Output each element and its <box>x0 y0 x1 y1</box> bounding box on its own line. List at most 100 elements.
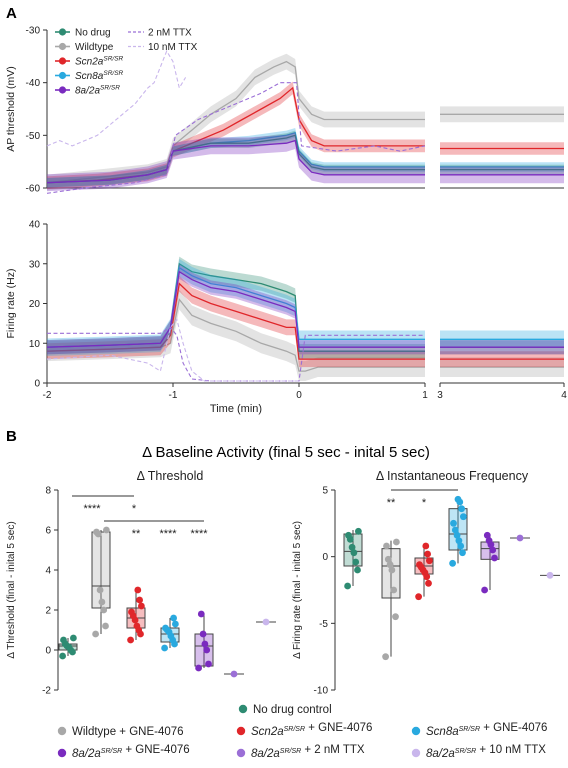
dashed-line-ttx2 <box>47 326 425 382</box>
data-point-wildtype <box>92 630 99 638</box>
data-point-wildtype <box>103 526 110 534</box>
y-tick-label: -2 <box>42 686 51 697</box>
legend-text-part: SR/SR <box>455 748 476 755</box>
data-point-scn8a <box>460 513 467 521</box>
legend-superscript: SR/SR <box>103 70 123 77</box>
data-point-wildtype <box>100 606 108 614</box>
legend-dot-nodrug <box>238 704 248 714</box>
data-point-a8a2a <box>481 586 488 594</box>
sig-label: * <box>132 503 137 515</box>
legend-text-ttx10: 8a/2aSR/SR + 10 nM TTX <box>426 744 546 760</box>
data-point-scn8a <box>161 644 169 652</box>
subplot-title: Δ Threshold <box>137 469 204 483</box>
sig-label: **** <box>159 528 177 540</box>
dashed-line-ttx10 <box>46 318 299 382</box>
panel-a-label: A <box>6 5 17 22</box>
legend-dot-ttx10 <box>411 748 421 758</box>
legend-label-nodrug: No drug <box>75 28 111 39</box>
data-point-scn2a <box>416 561 423 569</box>
data-point-wildtype <box>93 528 100 536</box>
legend-text-part: Scn8a <box>426 726 459 738</box>
sig-label: ** <box>132 528 141 540</box>
series-band-scn8a <box>47 128 425 188</box>
data-point-scn2a <box>128 608 135 616</box>
delta-threshold-boxplot: Δ Threshold -2 0 2 4 6 8 Δ Threshold (final - i… <box>6 469 276 697</box>
data-point-scn2a <box>136 596 144 604</box>
data-point-nodrug <box>350 549 358 557</box>
x-tick-label: 1 <box>422 390 428 401</box>
data-point-a8a2a <box>203 646 211 654</box>
series-line-wildtype <box>46 60 425 184</box>
data-point-ttx2 <box>516 534 524 542</box>
sig-label: **** <box>190 528 208 540</box>
series-band-scn8a <box>47 259 425 356</box>
x-tick-label: 0 <box>296 390 302 401</box>
data-point-a8a2a <box>491 554 498 562</box>
legend-label-ttx2: 2 nM TTX <box>148 28 192 39</box>
series-line-wildtype <box>46 297 425 372</box>
legend-label-a8a2a: 8a/2aSR/SR <box>75 85 120 97</box>
data-point-nodrug <box>352 558 360 566</box>
sig-label: **** <box>83 503 101 515</box>
y-axis-label: Firing rate (Hz) <box>5 268 17 338</box>
sig-label: * <box>422 497 427 509</box>
legend-dot-a8a2a <box>57 748 67 758</box>
y-tick-label: 30 <box>29 259 41 270</box>
legend-text-a8a2a: 8a/2aSR/SR + GNE-4076 <box>72 744 190 760</box>
y-tick-label: 2 <box>45 606 51 617</box>
y-tick-label: 0 <box>34 379 40 390</box>
dashed-line-ttx2 <box>46 82 426 194</box>
legend-superscript: SR/SR <box>100 85 120 92</box>
y-tick-label: -60 <box>26 184 41 195</box>
data-point-scn2a <box>134 586 142 594</box>
series-band-a8a2a <box>47 132 425 192</box>
legend-marker-wildtype <box>58 42 67 51</box>
data-point-a8a2a <box>485 537 493 545</box>
y-tick-label: -10 <box>314 686 329 697</box>
y-tick-label: 0 <box>45 646 51 657</box>
legend-text-wildtype: Wildtype + GNE-4076 <box>72 726 184 738</box>
data-point-nodrug <box>60 636 67 644</box>
legend-dot-scn8a <box>411 726 421 736</box>
data-point-nodrug <box>355 527 362 535</box>
legend-dot-scn2a <box>236 726 246 736</box>
data-point-nodrug <box>59 652 66 660</box>
legend-marker-a8a2a <box>58 86 67 94</box>
y-tick-label: 20 <box>29 299 41 310</box>
legend-text-part: + GNE-4076 <box>305 722 372 734</box>
y-tick-label: 40 <box>29 220 41 231</box>
box-wildtype <box>91 531 111 609</box>
series-band-nodrug <box>47 130 425 188</box>
data-point-wildtype <box>382 653 389 661</box>
y-tick-label: 0 <box>322 552 328 563</box>
data-point-a8a2a <box>489 546 497 554</box>
data-point-scn2a <box>133 622 141 630</box>
legend-text-part: 8a/2a <box>72 748 101 760</box>
data-point-a8a2a <box>205 660 212 668</box>
legend-marker-scn2a <box>58 57 67 65</box>
data-point-a8a2a <box>195 664 203 672</box>
data-point-nodrug <box>348 543 356 551</box>
legend-dot-ttx2 <box>236 748 246 758</box>
legend-label-scn2a: Scn2aSR/SR <box>75 56 124 68</box>
x-tick-label: 3 <box>437 390 443 401</box>
y-tick-label: -50 <box>26 131 41 142</box>
legend-text-part: Wildtype + GNE-4076 <box>72 726 184 738</box>
data-point-scn8a <box>451 526 459 534</box>
series-band-nodrug <box>47 256 425 359</box>
y-axis-label: AP threshold (mV) <box>5 66 17 152</box>
y-tick-label: -40 <box>26 78 41 89</box>
panel-a: A -60 -50 -40 -30 AP threshold (mV) No drug Wi… <box>5 5 567 415</box>
legend-text-part: + GNE-4076 <box>480 722 547 734</box>
series-band-wildtype <box>47 289 425 381</box>
legend-text-part: + GNE-4076 <box>122 744 189 756</box>
legend-text-part: SR/SR <box>280 748 301 755</box>
legend-dot-wildtype <box>57 726 67 736</box>
data-point-a8a2a <box>201 640 209 648</box>
data-point-scn2a <box>415 593 422 601</box>
legend-text-part: 8a/2a <box>251 748 280 760</box>
subplot-title: Δ Instantaneous Frequency <box>376 469 529 483</box>
data-point-wildtype <box>96 586 104 594</box>
series-line-a8a2a <box>46 270 425 348</box>
